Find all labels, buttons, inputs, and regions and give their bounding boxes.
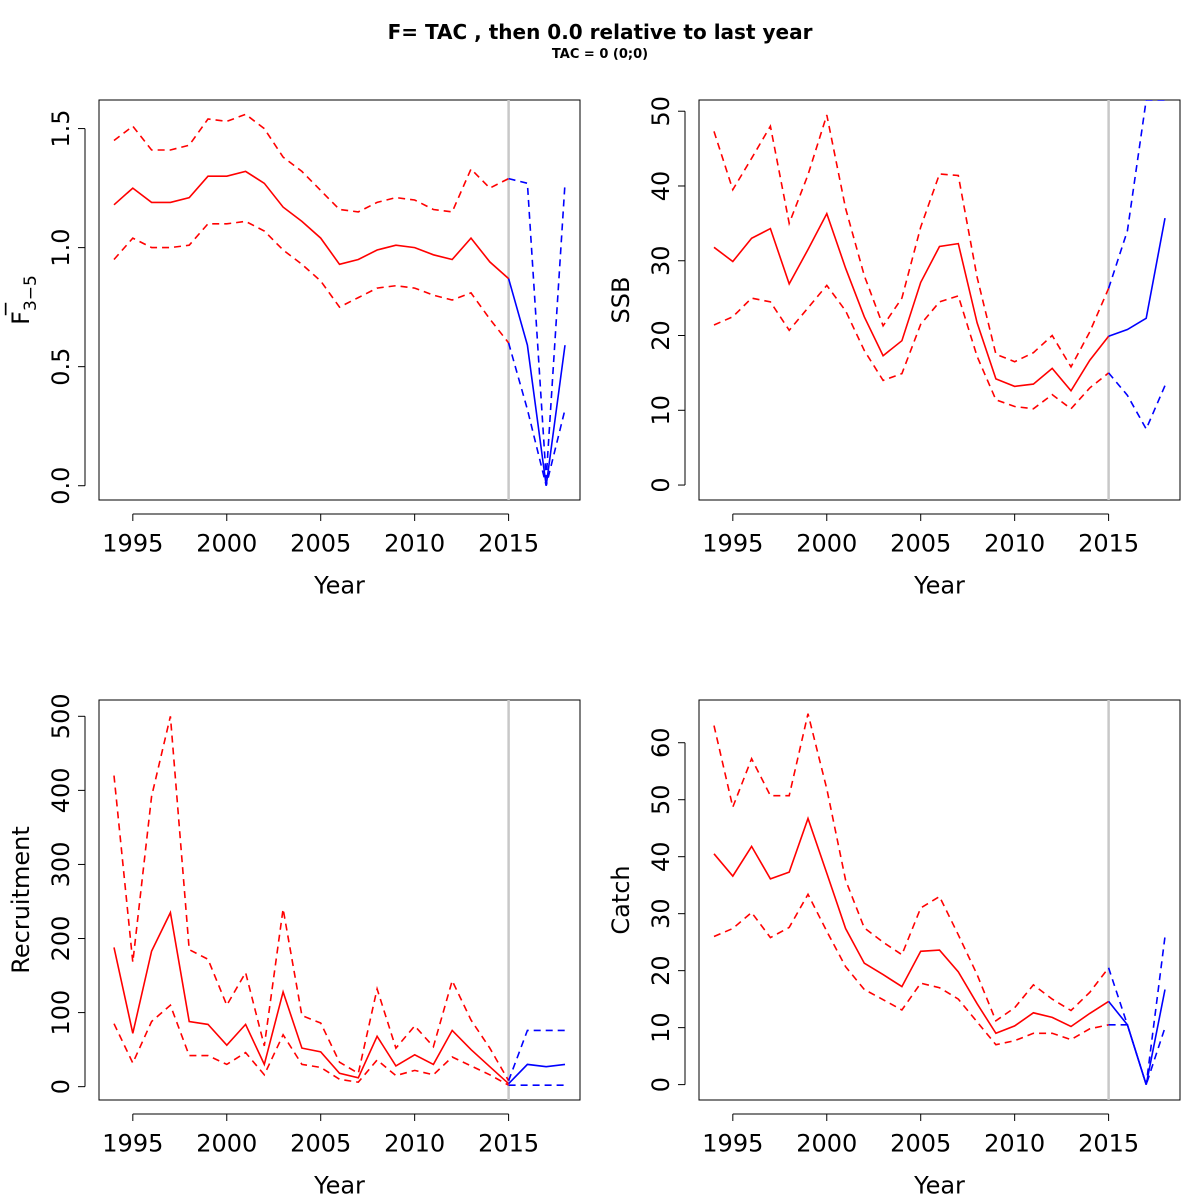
y-tick-label: 0.0 [47,467,75,505]
historical-lower-line [713,284,1110,410]
x-tick-label: 2015 [1078,530,1139,558]
plot-frame [98,699,581,1101]
y-tick-label: 300 [47,842,75,888]
y-tick-label: 60 [647,727,675,758]
panel-recruitment: 1995 2000 2005 2010 2015 Year 0 100 200 300 400 500… [7,693,581,1200]
chart-title: F= TAC , then 0.0 relative to last year [387,20,813,44]
x-tick-label: 2010 [984,530,1045,558]
y-tick-label: 1.0 [47,229,75,267]
x-tick-label: 2000 [796,1130,857,1158]
forecast-median-line [1108,217,1166,338]
historical-upper-line [713,713,1110,1023]
panel-ssb: 1995 2000 2005 2010 2015 Year 0 10 20 30 40 50 SSB [607,96,1181,600]
forecast-upper-line [1107,936,1166,1085]
y-tick-label: 30 [647,245,675,276]
y-tick-label: 10 [647,1012,675,1043]
y-axis-overline: _ [0,302,7,316]
forecast-upper-line [1107,100,1165,289]
historical-upper-line [713,114,1110,369]
x-tick-label: 2000 [196,530,257,558]
y-tick-label: 10 [647,395,675,426]
x-tick-label: 2015 [1078,1130,1139,1158]
x-tick-label: 1995 [102,530,163,558]
y-tick-label: 40 [647,171,675,202]
historical-median-line [113,170,510,280]
y-tick-label: 200 [47,916,75,962]
series-group [713,100,1166,431]
x-axis-title: Year [313,1172,365,1200]
historical-upper-line [113,113,509,213]
forecast-median-line [508,1063,566,1085]
panel-catch: 1995 2000 2005 2010 2015 Year 0 10 20 30 40 50 60 Cat… [607,699,1181,1200]
y-tick-label: 40 [647,841,675,872]
y-tick-label: 500 [47,693,75,739]
forecast-lower-line [1107,372,1166,431]
y-axis-title: Recruitment [7,826,35,973]
x-tick-label: 2005 [290,1130,351,1158]
y-axis-title: F3−5 [7,275,41,325]
x-tick-label: 2015 [478,530,539,558]
series-group [713,713,1166,1088]
x-axis-title: Year [913,1172,965,1200]
x-tick-label: 1995 [702,530,763,558]
x-tick-label: 2015 [478,1130,539,1158]
y-tick-label: 0 [647,477,675,492]
x-tick-label: 1995 [702,1130,763,1158]
y-tick-label: 400 [47,767,75,813]
x-tick-label: 2005 [290,530,351,558]
historical-lower-line [713,892,1109,1046]
x-tick-label: 1995 [102,1130,163,1158]
series-group [113,716,566,1086]
x-axis-title: Year [913,572,965,600]
x-tick-label: 2005 [890,1130,951,1158]
x-tick-label: 2010 [984,1130,1045,1158]
forecast-upper-line [508,177,566,479]
historical-median-line [713,816,1110,1035]
chart-subtitle: TAC = 0 (0;0) [551,47,649,62]
historical-upper-line [113,716,510,1082]
x-tick-label: 2005 [890,530,951,558]
x-tick-label: 2000 [196,1130,257,1158]
forecast-median-line [507,278,566,486]
x-tick-label: 2010 [384,1130,445,1158]
y-tick-label: 0.5 [47,348,75,386]
historical-lower-line [113,1003,509,1086]
y-tick-label: 50 [647,784,675,815]
historical-median-line [113,910,510,1085]
y-tick-label: 50 [647,96,675,127]
forecast-median-line [1107,989,1166,1085]
y-tick-label: 20 [647,320,675,351]
forecast-lower-line [507,342,566,486]
historical-lower-line [113,220,510,344]
plot-frame [698,699,1181,1101]
panel-f-bar: 1995 2000 2005 2010 2015 Year 0.0 0.5 1.0 1.5 F3−5… [0,99,581,600]
x-tick-label: 2000 [796,530,857,558]
y-tick-label: 30 [647,898,675,929]
forecast-upper-line [507,1029,565,1081]
y-tick-label: 0 [647,1077,675,1092]
plot-frame [98,99,581,501]
series-group [113,113,566,486]
y-tick-label: 20 [647,955,675,986]
historical-median-line [713,211,1110,393]
plot-frame [698,99,1181,501]
x-axis-title: Year [313,572,365,600]
y-tick-label: 0 [47,1079,75,1094]
y-axis-title: SSB [607,277,635,324]
y-tick-label: 1.5 [47,109,75,147]
x-tick-label: 2010 [384,530,445,558]
y-tick-label: 100 [47,990,75,1036]
y-axis-title: Catch [607,865,635,934]
